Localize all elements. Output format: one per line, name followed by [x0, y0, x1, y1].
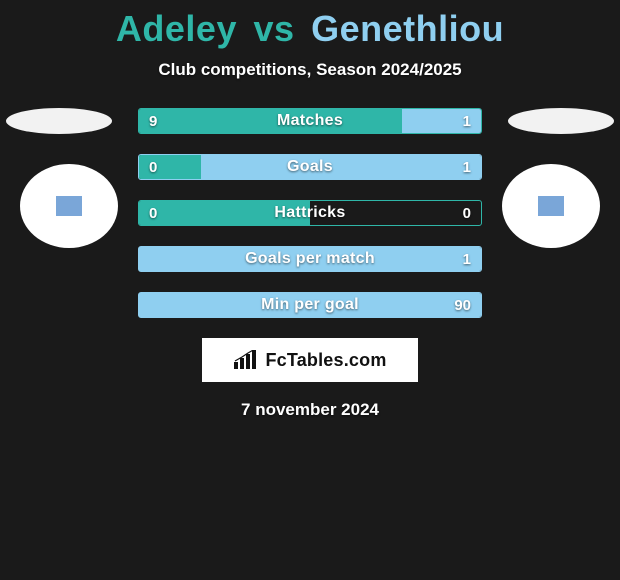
stat-row: Goals0 1 [138, 154, 482, 180]
chart-icon [233, 350, 259, 370]
stat-label: Min per goal [139, 293, 481, 317]
avatar-shadow-left [6, 108, 112, 134]
avatar-shadow-right [508, 108, 614, 134]
subtitle: Club competitions, Season 2024/2025 [0, 60, 620, 80]
date: 7 november 2024 [0, 400, 620, 420]
stat-label: Goals [139, 155, 481, 179]
logo-text: FcTables.com [265, 350, 386, 371]
title-vs: vs [254, 8, 295, 49]
team-badge-left [20, 164, 118, 248]
stat-label: Goals per match [139, 247, 481, 271]
title-left: Adeley [116, 8, 237, 49]
placeholder-icon [56, 196, 82, 216]
placeholder-icon [538, 196, 564, 216]
stat-value-right: 1 [463, 109, 471, 133]
stat-row: Goals per match1 [138, 246, 482, 272]
stat-label: Matches [139, 109, 481, 133]
stat-value-right: 0 [463, 201, 471, 225]
comparison-panel: Matches91Goals01Hattricks00Goals per mat… [0, 108, 620, 420]
stat-value-left: 9 [149, 109, 157, 133]
stat-value-right: 90 [454, 293, 471, 317]
stat-value-left: 0 [149, 155, 157, 179]
stat-value-right: 1 [463, 247, 471, 271]
stat-label: Hattricks [139, 201, 481, 225]
logo-box: FcTables.com [202, 338, 418, 382]
stat-bars: Matches91Goals01Hattricks00Goals per mat… [138, 108, 482, 318]
page-title: Adeley vs Genethliou [0, 0, 620, 50]
stat-value-left: 0 [149, 201, 157, 225]
team-badge-right [502, 164, 600, 248]
stat-row: Matches9 1 [138, 108, 482, 134]
stat-value-right: 1 [463, 155, 471, 179]
stat-row: Hattricks0 0 [138, 200, 482, 226]
title-right: Genethliou [311, 8, 504, 49]
stat-row: Min per goal90 [138, 292, 482, 318]
